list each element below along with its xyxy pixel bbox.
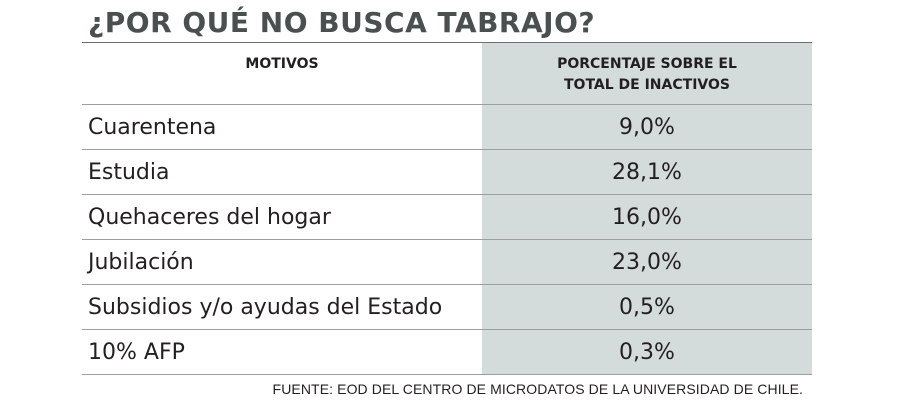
column-header-porcentaje-line1: PORCENTAJE SOBRE EL [557,56,737,72]
motivo-cell: Estudia [82,149,482,195]
column-header-motivos: MOTIVOS [245,56,319,72]
column-header-porcentaje-line2: TOTAL DE INACTIVOS [564,77,730,93]
table-row: Jubilación 23,0% [82,239,812,285]
motivo-cell: Jubilación [82,239,482,285]
porcentaje-cell: 9,0% [482,104,812,150]
motivo-cell: Subsidios y/o ayudas del Estado [82,284,482,330]
table-top-rule [82,42,812,43]
porcentaje-cell: 0,5% [482,284,812,330]
table-row: Subsidios y/o ayudas del Estado 0,5% [82,284,812,330]
porcentaje-cell: 28,1% [482,149,812,195]
table-row: Cuarentena 9,0% [82,104,812,150]
porcentaje-cell: 23,0% [482,239,812,285]
table-row: Estudia 28,1% [82,149,812,195]
column-header-porcentaje: PORCENTAJE SOBRE EL TOTAL DE INACTIVOS [482,43,812,105]
page-title: ¿POR QUÉ NO BUSCA TABRAJO? [88,6,596,39]
data-table-container: MOTIVOS PORCENTAJE SOBRE EL TOTAL DE INA… [82,42,812,375]
table-row: Quehaceres del hogar 16,0% [82,194,812,240]
motivo-cell: Quehaceres del hogar [82,194,482,240]
data-table: MOTIVOS PORCENTAJE SOBRE EL TOTAL DE INA… [82,43,812,375]
source-note: FUENTE: EOD DEL CENTRO DE MICRODATOS DE … [272,381,803,397]
table-header-row: MOTIVOS PORCENTAJE SOBRE EL TOTAL DE INA… [82,43,812,105]
porcentaje-cell: 16,0% [482,194,812,240]
motivo-cell: 10% AFP [82,329,482,375]
motivo-cell: Cuarentena [82,104,482,150]
porcentaje-cell: 0,3% [482,329,812,375]
table-row: 10% AFP 0,3% [82,329,812,375]
